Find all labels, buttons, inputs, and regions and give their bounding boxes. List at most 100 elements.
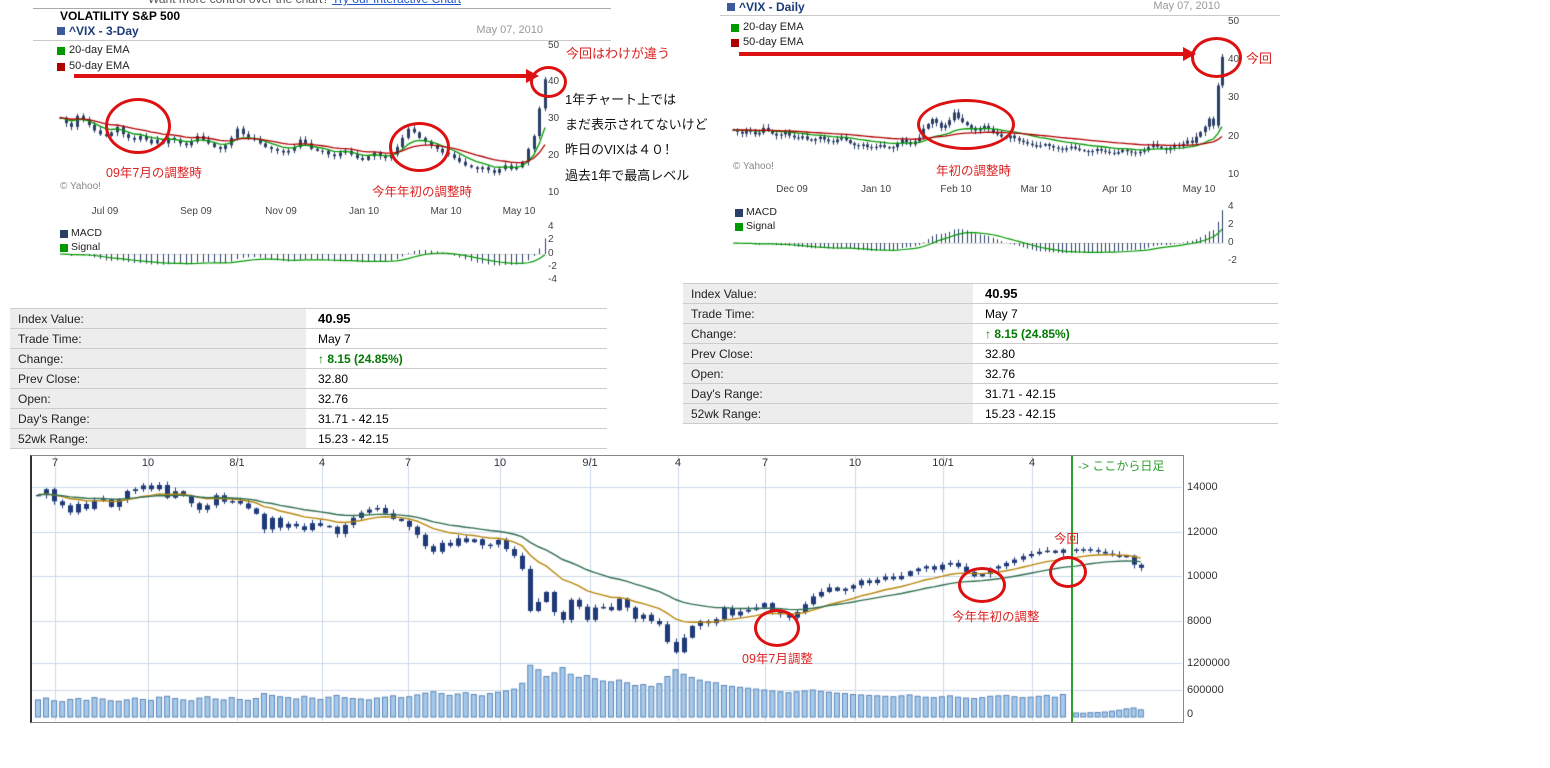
row-value: 32.76 <box>985 366 1016 381</box>
annotation-label: 今回 <box>1054 532 1080 546</box>
up-arrow-icon: ↑ <box>318 351 324 366</box>
chart1-symbol: ^VIX - 3-Day <box>69 24 139 38</box>
y-tick-label: 50 <box>1228 16 1240 27</box>
divider <box>33 40 611 41</box>
signal-legend-label: Signal <box>746 220 776 232</box>
x-tick-label: Nov 09 <box>265 206 297 217</box>
row-label: Prev Close: <box>10 369 306 388</box>
x-tick-label: 4 <box>674 457 682 469</box>
x-tick-label: 10 <box>493 457 507 469</box>
x-tick-label: 7 <box>761 457 769 469</box>
volume-y-tick-label: 0 <box>1187 708 1194 720</box>
up-arrow-icon: ↑ <box>985 326 991 341</box>
big-chart-frame <box>30 455 1184 723</box>
row-label: Trade Time: <box>683 304 973 323</box>
change-value: 8.15 (24.85%) <box>327 351 403 366</box>
annotation-level-line <box>739 52 1183 56</box>
annotation-note: 今回はわけが違う <box>566 46 671 61</box>
annotation-label: 09年7月の調整時 <box>106 166 202 180</box>
macd-y-tick-label: 4 <box>1228 201 1234 212</box>
x-tick-label: Jan 10 <box>860 184 892 195</box>
quote-table-left: Index Value: 40.95 Trade Time: May 7 Chang… <box>10 308 607 449</box>
annotation-circle-feb10 <box>917 99 1015 150</box>
macd-legend-label: MACD <box>71 227 102 239</box>
signal-legend-icon <box>60 244 68 252</box>
x-tick-label: Mar 10 <box>430 206 462 217</box>
macd-y-tick-label: -2 <box>1228 255 1237 266</box>
table-row: Change: ↑ 8.15 (24.85%) <box>683 324 1278 344</box>
annotation-circle-now <box>1191 37 1242 78</box>
row-label: Day's Range: <box>683 384 973 403</box>
table-row: Day's Range: 31.71 - 42.15 <box>683 384 1278 404</box>
macd-y-tick-label: 4 <box>548 221 554 232</box>
annotation-label: 今回 <box>1246 51 1273 66</box>
table-row: Day's Range: 31.71 - 42.15 <box>10 409 607 429</box>
chart2-date: May 07, 2010 <box>1153 0 1220 12</box>
x-tick-label: Sep 09 <box>180 206 212 217</box>
interactive-chart-link[interactable]: Try our Interactive Chart <box>332 0 461 6</box>
y-tick-label: 50 <box>548 40 560 51</box>
quote-table-right: Index Value: 40.95 Trade Time: May 7 Chang… <box>683 283 1278 424</box>
table-row: Index Value: 40.95 <box>683 284 1278 304</box>
row-label: 52wk Range: <box>683 404 973 423</box>
macd-y-tick-label: 2 <box>548 234 554 245</box>
table-row: Open: 32.76 <box>10 389 607 409</box>
annotation-label: 今年年初の調整時 <box>372 185 473 199</box>
table-row: Prev Close: 32.80 <box>683 344 1278 364</box>
chart1-date: May 07, 2010 <box>476 24 543 36</box>
row-label: 52wk Range: <box>10 429 306 448</box>
y-tick-label: 10 <box>548 187 560 198</box>
y-tick-label: 20 <box>548 150 560 161</box>
annotation-level-line <box>74 74 526 78</box>
row-label: Day's Range: <box>10 409 306 428</box>
row-value: 32.76 <box>318 391 349 406</box>
table-row: Open: 32.76 <box>683 364 1278 384</box>
side-note-line: 過去1年で最高レベル <box>565 168 690 183</box>
row-value: 40.95 <box>318 311 351 326</box>
row-label: Open: <box>683 364 973 383</box>
row-label: Change: <box>10 349 306 368</box>
volume-y-tick-label: 1200000 <box>1187 657 1230 669</box>
annotation-circle-jan10 <box>958 567 1006 603</box>
table-row: Prev Close: 32.80 <box>10 369 607 389</box>
table-row: 52wk Range: 15.23 - 42.15 <box>10 429 607 449</box>
x-tick-label: 4 <box>1028 457 1036 469</box>
annotation-label: 09年7月調整 <box>742 652 813 666</box>
table-row: Change: ↑ 8.15 (24.85%) <box>10 349 607 369</box>
row-value: 15.23 - 42.15 <box>318 431 389 446</box>
x-tick-label: Dec 09 <box>776 184 808 195</box>
divider <box>33 8 611 9</box>
annotation-circle-jul09 <box>105 98 171 154</box>
y-tick-label: 30 <box>548 113 560 124</box>
row-value: 40.95 <box>985 286 1018 301</box>
copyright-watermark: © Yahoo! <box>733 161 774 172</box>
row-label: Index Value: <box>683 284 973 303</box>
x-tick-label: 4 <box>318 457 326 469</box>
row-label: Prev Close: <box>683 344 973 363</box>
macd-y-tick-label: -4 <box>548 274 557 285</box>
chart-header-clipped-strip: Want more control over the chart? Try ou… <box>148 0 461 7</box>
row-value: 31.71 - 42.15 <box>985 386 1056 401</box>
macd-y-tick-label: 0 <box>1228 237 1234 248</box>
divider <box>720 15 1280 16</box>
x-tick-label: May 10 <box>1182 184 1216 195</box>
x-tick-label: 9/1 <box>582 457 598 469</box>
ema50-legend-label: 50-day EMA <box>69 60 130 72</box>
macd-y-tick-label: 2 <box>1228 219 1234 230</box>
side-note-line: 1年チャート上では <box>565 92 677 107</box>
table-row: Index Value: 40.95 <box>10 309 607 329</box>
x-tick-label: 10 <box>848 457 862 469</box>
daily-switch-label: -> ここから日足 <box>1078 459 1165 473</box>
ema20-legend-icon <box>57 47 65 55</box>
series-marker-icon <box>57 27 65 35</box>
row-value: 32.80 <box>318 371 349 386</box>
x-tick-label: Mar 10 <box>1020 184 1052 195</box>
row-value: May 7 <box>318 331 351 346</box>
row-label: Open: <box>10 389 306 408</box>
daily-switch-line <box>1071 456 1073 722</box>
x-tick-label: Apr 10 <box>1102 184 1132 195</box>
signal-legend-icon <box>735 223 743 231</box>
x-tick-label: 10 <box>141 457 155 469</box>
change-value: 8.15 (24.85%) <box>994 326 1070 341</box>
row-value: 32.80 <box>985 346 1016 361</box>
